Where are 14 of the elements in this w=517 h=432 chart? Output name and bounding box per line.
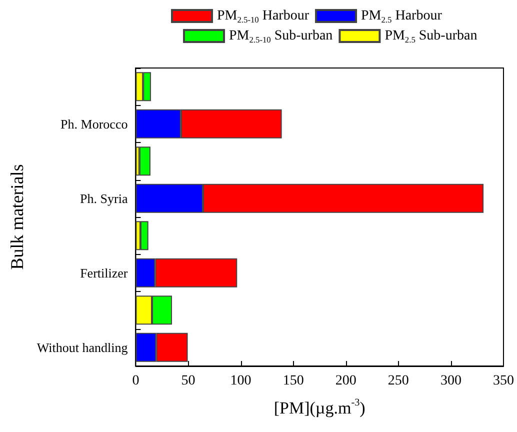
bar [139,146,150,176]
x-tick-label: 100 [230,374,252,388]
y-tick-label: Ph. Syria [80,190,128,206]
x-tick-label: 250 [388,374,409,388]
x-tick-label: 0 [132,374,140,388]
y-tick-label: Fertilizer [80,265,128,280]
x-tick-label: 50 [181,374,196,388]
y-tick-label: Ph. Morocco [60,116,128,132]
x-tick-label: 350 [493,374,514,388]
y-axis-title: Bulk materials [7,164,27,270]
x-tick-label: 200 [335,374,356,388]
y-tick-label: Without handling [36,340,128,355]
x-tick-label: 150 [282,374,304,388]
x-tick-label: 300 [440,374,462,388]
